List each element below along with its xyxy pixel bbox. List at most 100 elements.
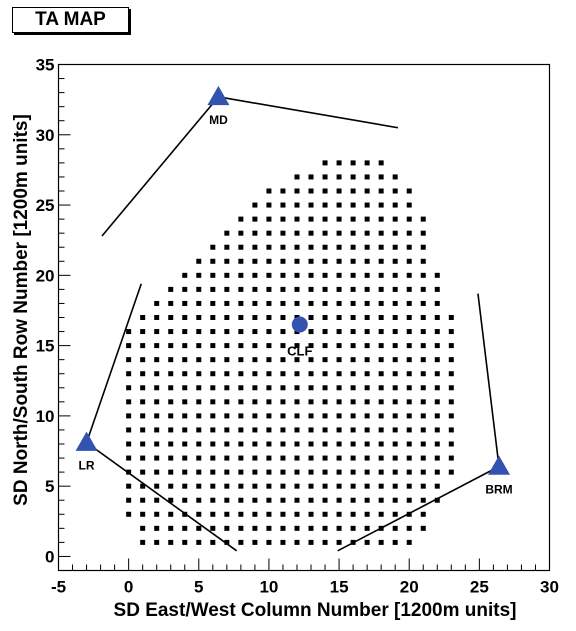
- detector-point: [126, 399, 132, 405]
- detector-point: [308, 427, 314, 433]
- detector-point: [308, 315, 314, 320]
- detector-point: [350, 300, 356, 306]
- detector-point: [252, 497, 258, 503]
- detector-point: [308, 244, 314, 250]
- detector-point: [294, 399, 300, 405]
- detector-point: [364, 329, 370, 335]
- detector-point: [294, 258, 300, 264]
- detector-point: [364, 188, 370, 194]
- detector-point: [182, 300, 188, 306]
- detector-point: [154, 455, 160, 461]
- detector-point: [168, 315, 174, 320]
- detector-point: [154, 385, 160, 391]
- y-tick-label: 5: [45, 477, 54, 496]
- detector-point: [378, 286, 384, 292]
- detector-point: [238, 427, 244, 433]
- detector-point: [364, 469, 370, 475]
- detector-point: [154, 371, 160, 377]
- detector-point: [406, 202, 412, 208]
- detector-point: [154, 441, 160, 447]
- detector-point: [126, 441, 132, 447]
- detector-point: [238, 511, 244, 517]
- detector-point: [434, 371, 440, 377]
- detector-point: [266, 441, 272, 447]
- station-lr-marker: [75, 431, 98, 451]
- detector-point: [210, 343, 216, 349]
- detector-point: [322, 286, 328, 292]
- detector-point: [392, 202, 398, 208]
- detector-point: [392, 511, 398, 517]
- detector-point: [392, 329, 398, 335]
- detector-point: [280, 286, 286, 292]
- detector-point: [434, 413, 440, 419]
- detector-point: [126, 511, 132, 517]
- detector-point: [336, 258, 342, 264]
- detector-point: [406, 216, 412, 222]
- detector-point: [168, 525, 174, 531]
- detector-point: [308, 188, 314, 194]
- detector-point: [140, 497, 146, 503]
- detector-point: [168, 399, 174, 405]
- detector-point: [266, 202, 272, 208]
- detector-point: [182, 286, 188, 292]
- fov-line-lr: [86, 441, 238, 552]
- detector-point: [224, 343, 230, 349]
- detector-point: [252, 216, 258, 222]
- detector-point: [154, 413, 160, 419]
- detector-point: [378, 469, 384, 475]
- detector-point: [448, 371, 454, 377]
- detector-point: [336, 160, 342, 166]
- detector-point: [322, 272, 328, 278]
- x-tick-label: 0: [124, 578, 133, 597]
- detector-point: [154, 427, 160, 433]
- x-tick-label: 15: [330, 578, 349, 597]
- detector-point: [406, 371, 412, 377]
- detector-point: [322, 230, 328, 236]
- station-brm-marker: [487, 455, 510, 475]
- plot-frame: [57, 63, 551, 572]
- detector-point: [350, 258, 356, 264]
- detector-point: [294, 427, 300, 433]
- detector-point: [252, 455, 258, 461]
- detector-point: [238, 483, 244, 489]
- detector-point: [434, 483, 440, 489]
- detector-point: [392, 413, 398, 419]
- detector-point: [252, 469, 258, 475]
- detector-point: [168, 385, 174, 391]
- detector-point: [210, 329, 216, 335]
- detector-point: [350, 230, 356, 236]
- detector-point: [350, 427, 356, 433]
- detector-point: [210, 300, 216, 306]
- detector-point: [210, 413, 216, 419]
- detector-point: [308, 483, 314, 489]
- station-clf-marker: [291, 316, 308, 333]
- detector-point: [308, 230, 314, 236]
- detector-point: [420, 272, 426, 278]
- detector-point: [210, 427, 216, 433]
- detector-point: [392, 286, 398, 292]
- detector-point: [154, 511, 160, 517]
- detector-point: [154, 483, 160, 489]
- fov-line-md: [101, 96, 220, 237]
- detector-point: [378, 399, 384, 405]
- detector-point: [308, 385, 314, 391]
- detector-point: [350, 286, 356, 292]
- detector-point: [308, 525, 314, 531]
- detector-point: [406, 357, 412, 363]
- detector-point: [224, 399, 230, 405]
- detector-point: [392, 441, 398, 447]
- detector-point: [350, 272, 356, 278]
- detector-point: [308, 469, 314, 475]
- detector-point: [140, 413, 146, 419]
- detector-point: [378, 230, 384, 236]
- detector-point: [294, 357, 300, 363]
- detector-point: [406, 427, 412, 433]
- detector-point: [126, 413, 132, 419]
- axis-tick-labels: -5 0 5 10 15 20 25 30 0 5 10 15 20 25 30 35: [36, 56, 559, 597]
- detector-point: [140, 399, 146, 405]
- detector-point: [448, 441, 454, 447]
- detector-point: [196, 258, 202, 264]
- detector-point: [322, 371, 328, 377]
- detector-point: [364, 272, 370, 278]
- detector-point: [210, 272, 216, 278]
